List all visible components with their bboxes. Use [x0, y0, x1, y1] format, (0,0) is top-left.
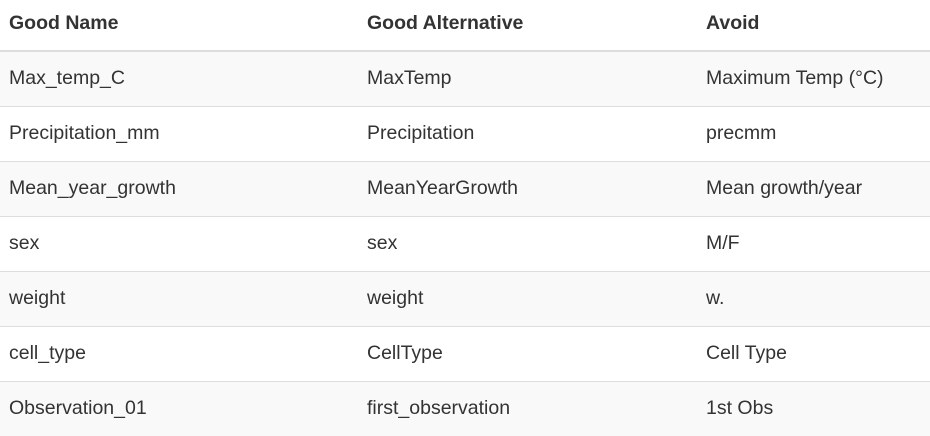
cell-good-name: Observation_01: [9, 397, 147, 420]
cell-good-name: Mean_year_growth: [9, 177, 176, 199]
table-row: Observation_01 first_observation 1st Obs: [0, 381, 930, 436]
cell-good-alternative: CellType: [367, 342, 443, 364]
cell-good-alternative: sex: [367, 232, 398, 254]
cell-avoid: precmm: [706, 122, 777, 144]
cell-good-name: weight: [9, 287, 66, 309]
table-header: Good Name Good Alternative Avoid: [0, 0, 930, 52]
cell-avoid: M/F: [706, 232, 740, 254]
cell-avoid: Cell Type: [706, 342, 787, 364]
cell-avoid: Maximum Temp (°C): [706, 67, 884, 90]
cell-good-alternative: MaxTemp: [367, 67, 452, 90]
cell-avoid: Mean growth/year: [706, 177, 863, 199]
cell-good-alternative: weight: [367, 287, 424, 309]
table-row: weight weight w.: [0, 271, 930, 326]
header-avoid: Avoid: [697, 0, 930, 52]
cell-good-name: cell_type: [9, 342, 86, 364]
cell-good-alternative: first_observation: [367, 397, 511, 420]
header-good-alternative: Good Alternative: [358, 0, 697, 52]
cell-avoid: 1st Obs: [706, 397, 774, 420]
cell-good-name: Max_temp_C: [9, 67, 125, 90]
cell-good-name: Precipitation_mm: [9, 122, 160, 144]
cell-good-alternative: Precipitation: [367, 122, 475, 144]
table-row: Precipitation_mm Precipitation precmm: [0, 106, 930, 161]
table-row: sex sex M/F: [0, 216, 930, 271]
table-row: Max_temp_C MaxTemp Maximum Temp (°C): [0, 51, 930, 106]
cell-good-alternative: MeanYearGrowth: [367, 177, 519, 199]
header-good-name: Good Name: [0, 0, 358, 52]
table-row: Mean_year_growth MeanYearGrowth Mean gro…: [0, 161, 930, 216]
header-row: Good Name Good Alternative Avoid: [0, 0, 930, 52]
table-body: Max_temp_C MaxTemp Maximum Temp (°C) Pre…: [0, 51, 930, 436]
cell-avoid: w.: [706, 287, 725, 309]
cell-good-name: sex: [9, 232, 40, 254]
table-row: cell_type CellType Cell Type: [0, 326, 930, 381]
